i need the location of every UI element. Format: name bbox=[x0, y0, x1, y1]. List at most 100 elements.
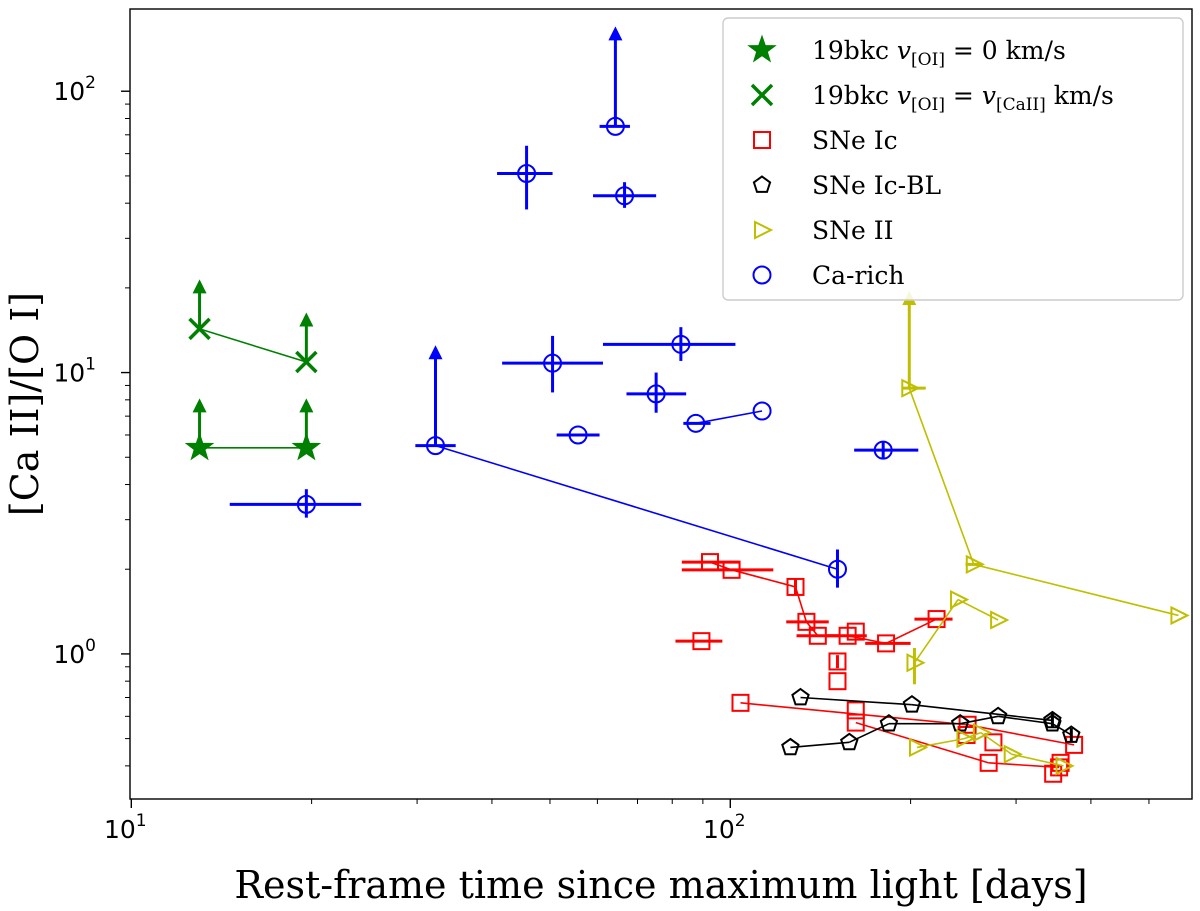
circle-marker bbox=[686, 413, 706, 433]
triangle-right-marker bbox=[965, 554, 986, 575]
data-point bbox=[879, 713, 899, 732]
circle-legend-icon bbox=[752, 265, 772, 285]
legend-math: v[OI] = v[CaII] km/s bbox=[897, 81, 1114, 115]
data-point bbox=[731, 693, 750, 712]
connector-line bbox=[913, 599, 959, 664]
x-tick-exponent: 1 bbox=[136, 811, 147, 831]
connector-line bbox=[199, 328, 307, 363]
square-marker bbox=[731, 693, 750, 712]
legend-label: SNe Ic bbox=[812, 126, 898, 155]
square-marker bbox=[984, 733, 1003, 752]
legend-box bbox=[722, 17, 1184, 301]
y-tick-exponent: 0 bbox=[85, 636, 96, 656]
series-19bkc-v-oi-0-km-s bbox=[184, 398, 322, 461]
data-point bbox=[846, 701, 865, 720]
pentagon-legend-icon bbox=[752, 175, 772, 193]
connector-line bbox=[1052, 722, 1072, 736]
data-point bbox=[956, 728, 976, 749]
limit-arrow-head bbox=[192, 279, 207, 294]
connector-line bbox=[964, 731, 982, 740]
circle-marker bbox=[605, 116, 625, 136]
circle-marker bbox=[752, 401, 772, 421]
data-point bbox=[979, 753, 998, 772]
square-marker bbox=[828, 672, 847, 691]
data-point bbox=[990, 610, 1010, 630]
star-marker bbox=[184, 432, 215, 461]
legend-math: v[OI] = 0 km/s bbox=[897, 36, 1066, 70]
data-point bbox=[786, 612, 829, 631]
data-point bbox=[599, 26, 630, 136]
axes-frame bbox=[129, 8, 1193, 800]
pentagon-marker bbox=[988, 706, 1008, 725]
star-marker bbox=[291, 432, 322, 461]
data-point bbox=[602, 327, 736, 361]
legend-label: SNe II bbox=[812, 216, 894, 245]
triangle-right-marker bbox=[956, 728, 976, 749]
connector-line bbox=[973, 563, 1179, 617]
data-point bbox=[846, 622, 865, 641]
square-marker bbox=[692, 632, 711, 651]
legend-label: 19bkc v[OI] = v[CaII] km/s bbox=[812, 81, 1114, 115]
star-legend-icon bbox=[747, 34, 777, 63]
triangle-right-marker bbox=[990, 610, 1010, 630]
circle-marker bbox=[517, 163, 537, 183]
x-tick-exponent: 2 bbox=[735, 811, 746, 831]
data-point bbox=[854, 440, 919, 460]
pentagon-marker bbox=[902, 694, 922, 713]
circle-marker bbox=[615, 186, 635, 206]
triangle-right-marker bbox=[1170, 605, 1190, 626]
legend-entry: SNe Ic-BL bbox=[752, 171, 941, 200]
data-point bbox=[791, 687, 810, 706]
data-point bbox=[781, 737, 800, 756]
legend-entry: Ca-rich bbox=[752, 261, 905, 290]
connector-line bbox=[998, 715, 1053, 725]
connector-line bbox=[790, 741, 850, 749]
data-point bbox=[497, 145, 553, 210]
triangle-right-marker bbox=[909, 737, 929, 758]
legend-label: Ca-rich bbox=[812, 261, 905, 290]
pentagon-marker bbox=[781, 737, 800, 756]
circle-marker bbox=[873, 440, 893, 460]
triangle-right-legend-icon bbox=[754, 220, 774, 240]
data-point bbox=[786, 577, 805, 596]
y-tick-exponent: 1 bbox=[85, 355, 96, 375]
connector-line bbox=[805, 621, 819, 637]
data-point bbox=[681, 560, 774, 579]
data-point bbox=[906, 647, 926, 685]
data-point bbox=[828, 672, 847, 691]
square-legend-icon bbox=[753, 131, 771, 149]
data-point bbox=[828, 652, 847, 671]
data-point bbox=[291, 398, 322, 461]
square-marker bbox=[828, 652, 847, 671]
plot-area bbox=[184, 26, 1190, 783]
data-point bbox=[184, 398, 215, 461]
circle-marker bbox=[827, 559, 847, 579]
pentagon-marker bbox=[791, 687, 810, 706]
circle-marker bbox=[671, 334, 691, 354]
data-point bbox=[556, 425, 600, 445]
pentagon-marker bbox=[840, 732, 859, 751]
data-point bbox=[683, 413, 711, 433]
connector-line bbox=[800, 696, 912, 706]
pentagon-marker bbox=[879, 713, 899, 732]
x-marker bbox=[188, 317, 211, 341]
data-point bbox=[950, 713, 970, 732]
series-19bkc-v-oi-v-caii-km-s bbox=[188, 279, 318, 374]
data-point bbox=[1170, 605, 1190, 626]
triangle-right-marker bbox=[901, 378, 921, 398]
square-marker bbox=[797, 612, 816, 631]
data-point bbox=[675, 632, 723, 651]
circle-marker bbox=[646, 384, 666, 404]
limit-arrow-head bbox=[608, 26, 623, 41]
pentagon-marker bbox=[1062, 725, 1081, 743]
legend-label: 19bkc v[OI] = 0 km/s bbox=[812, 36, 1066, 70]
square-marker bbox=[846, 713, 865, 732]
circle-marker bbox=[296, 494, 316, 514]
data-point bbox=[1065, 735, 1084, 754]
data-point bbox=[865, 634, 911, 653]
connector-line bbox=[435, 444, 838, 570]
connector-line bbox=[908, 387, 975, 565]
circle-marker bbox=[543, 353, 563, 373]
